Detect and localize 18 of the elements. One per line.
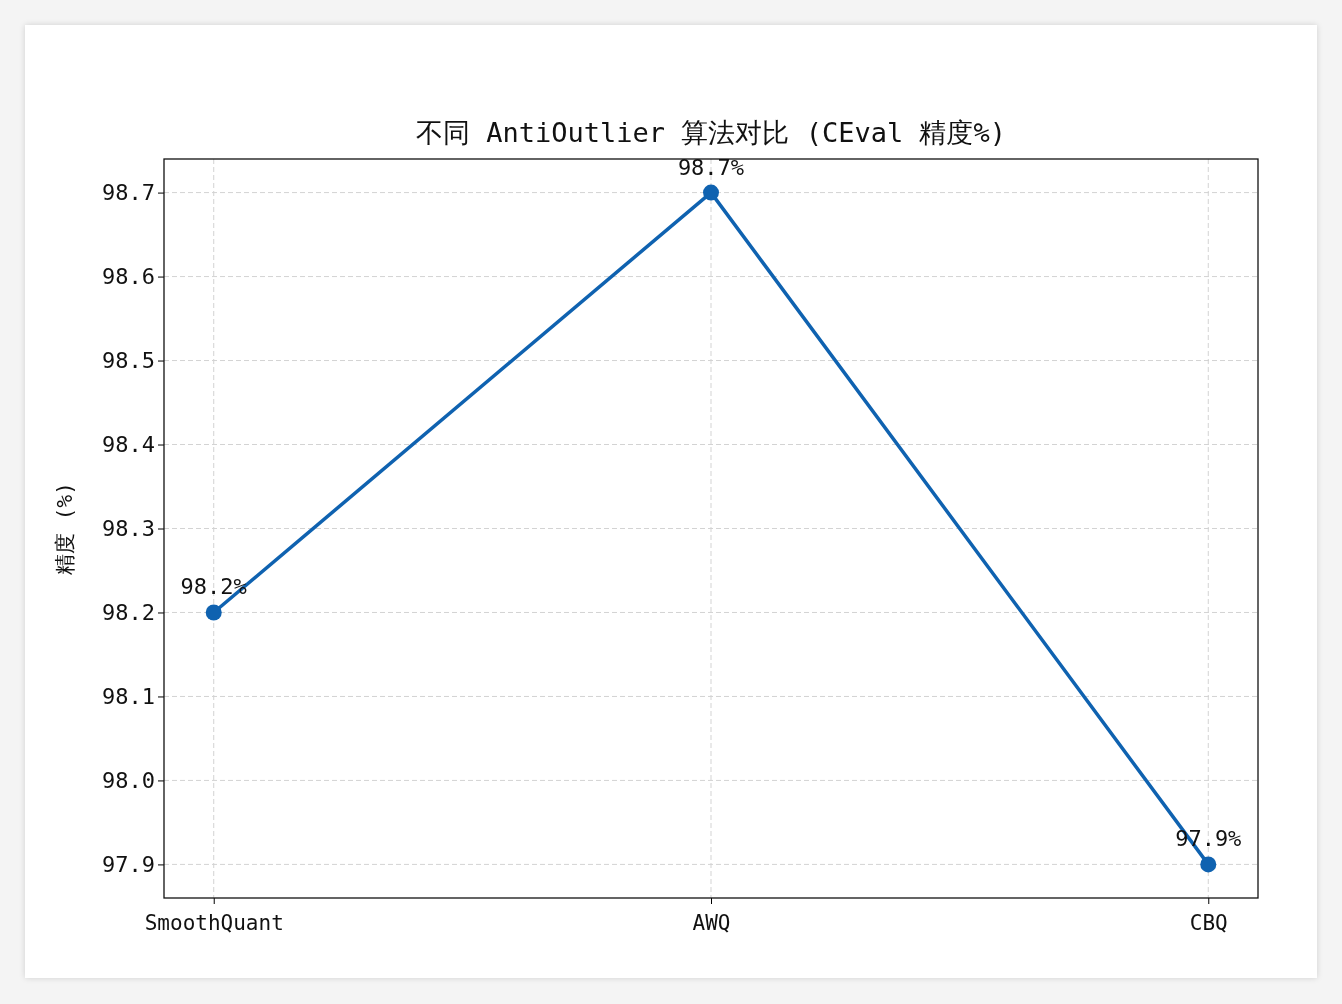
- y-tick-label: 98.7: [102, 180, 155, 206]
- x-tick-label: SmoothQuant: [144, 911, 284, 936]
- y-tick-label: 98.5: [102, 348, 155, 374]
- chart-title: 不同 AntiOutlier 算法对比 (CEval 精度%): [416, 117, 1006, 148]
- point: [703, 184, 719, 201]
- x-tick-label: CBQ: [1189, 911, 1228, 936]
- y-tick-label: 98.3: [102, 516, 155, 542]
- point: [205, 604, 222, 621]
- y-tick-label: 98.0: [102, 767, 155, 793]
- data-label: 98.7%: [677, 154, 745, 180]
- y-tick-label: 98.4: [102, 432, 155, 458]
- y-tick-label: 98.2: [102, 600, 155, 626]
- y-tick-label: 98.1: [102, 683, 155, 709]
- y-tick-label: 97.9: [102, 851, 155, 877]
- point: [1200, 856, 1217, 873]
- y-tick-label: 98.6: [102, 264, 155, 290]
- x-tick-label: AWQ: [692, 911, 731, 936]
- y-axis-title: 精度 (%): [53, 482, 77, 575]
